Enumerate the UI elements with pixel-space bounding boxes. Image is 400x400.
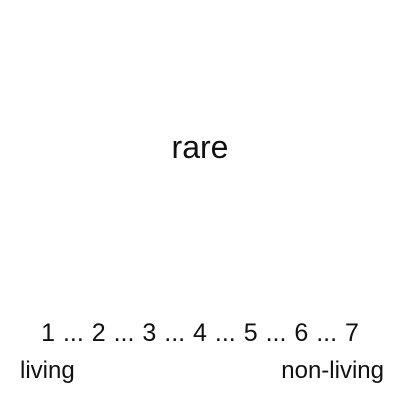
scale-point-4[interactable]: 4 — [193, 319, 207, 347]
stimulus-word: rare — [171, 129, 229, 165]
scale-separator: ... — [265, 319, 287, 347]
scale-separator: ... — [62, 319, 84, 347]
scale-separator: ... — [113, 319, 135, 347]
scale-point-1[interactable]: 1 — [41, 319, 55, 347]
scale-point-7[interactable]: 7 — [345, 319, 359, 347]
scale-separator: ... — [164, 319, 186, 347]
scale-separator: ... — [214, 319, 236, 347]
scale-point-3[interactable]: 3 — [142, 319, 157, 347]
scale-separator: ... — [316, 319, 338, 347]
scale-point-6[interactable]: 6 — [294, 319, 309, 347]
scale-right-anchor-label: non-living — [281, 357, 384, 384]
scale-left-anchor-label: living — [20, 357, 75, 384]
rating-scale: 1 ... 2 ... 3 ... 4 ... 5 ... 6 ... 7 — [0, 318, 400, 348]
scale-point-5[interactable]: 5 — [243, 319, 258, 347]
scale-point-2[interactable]: 2 — [91, 319, 106, 347]
